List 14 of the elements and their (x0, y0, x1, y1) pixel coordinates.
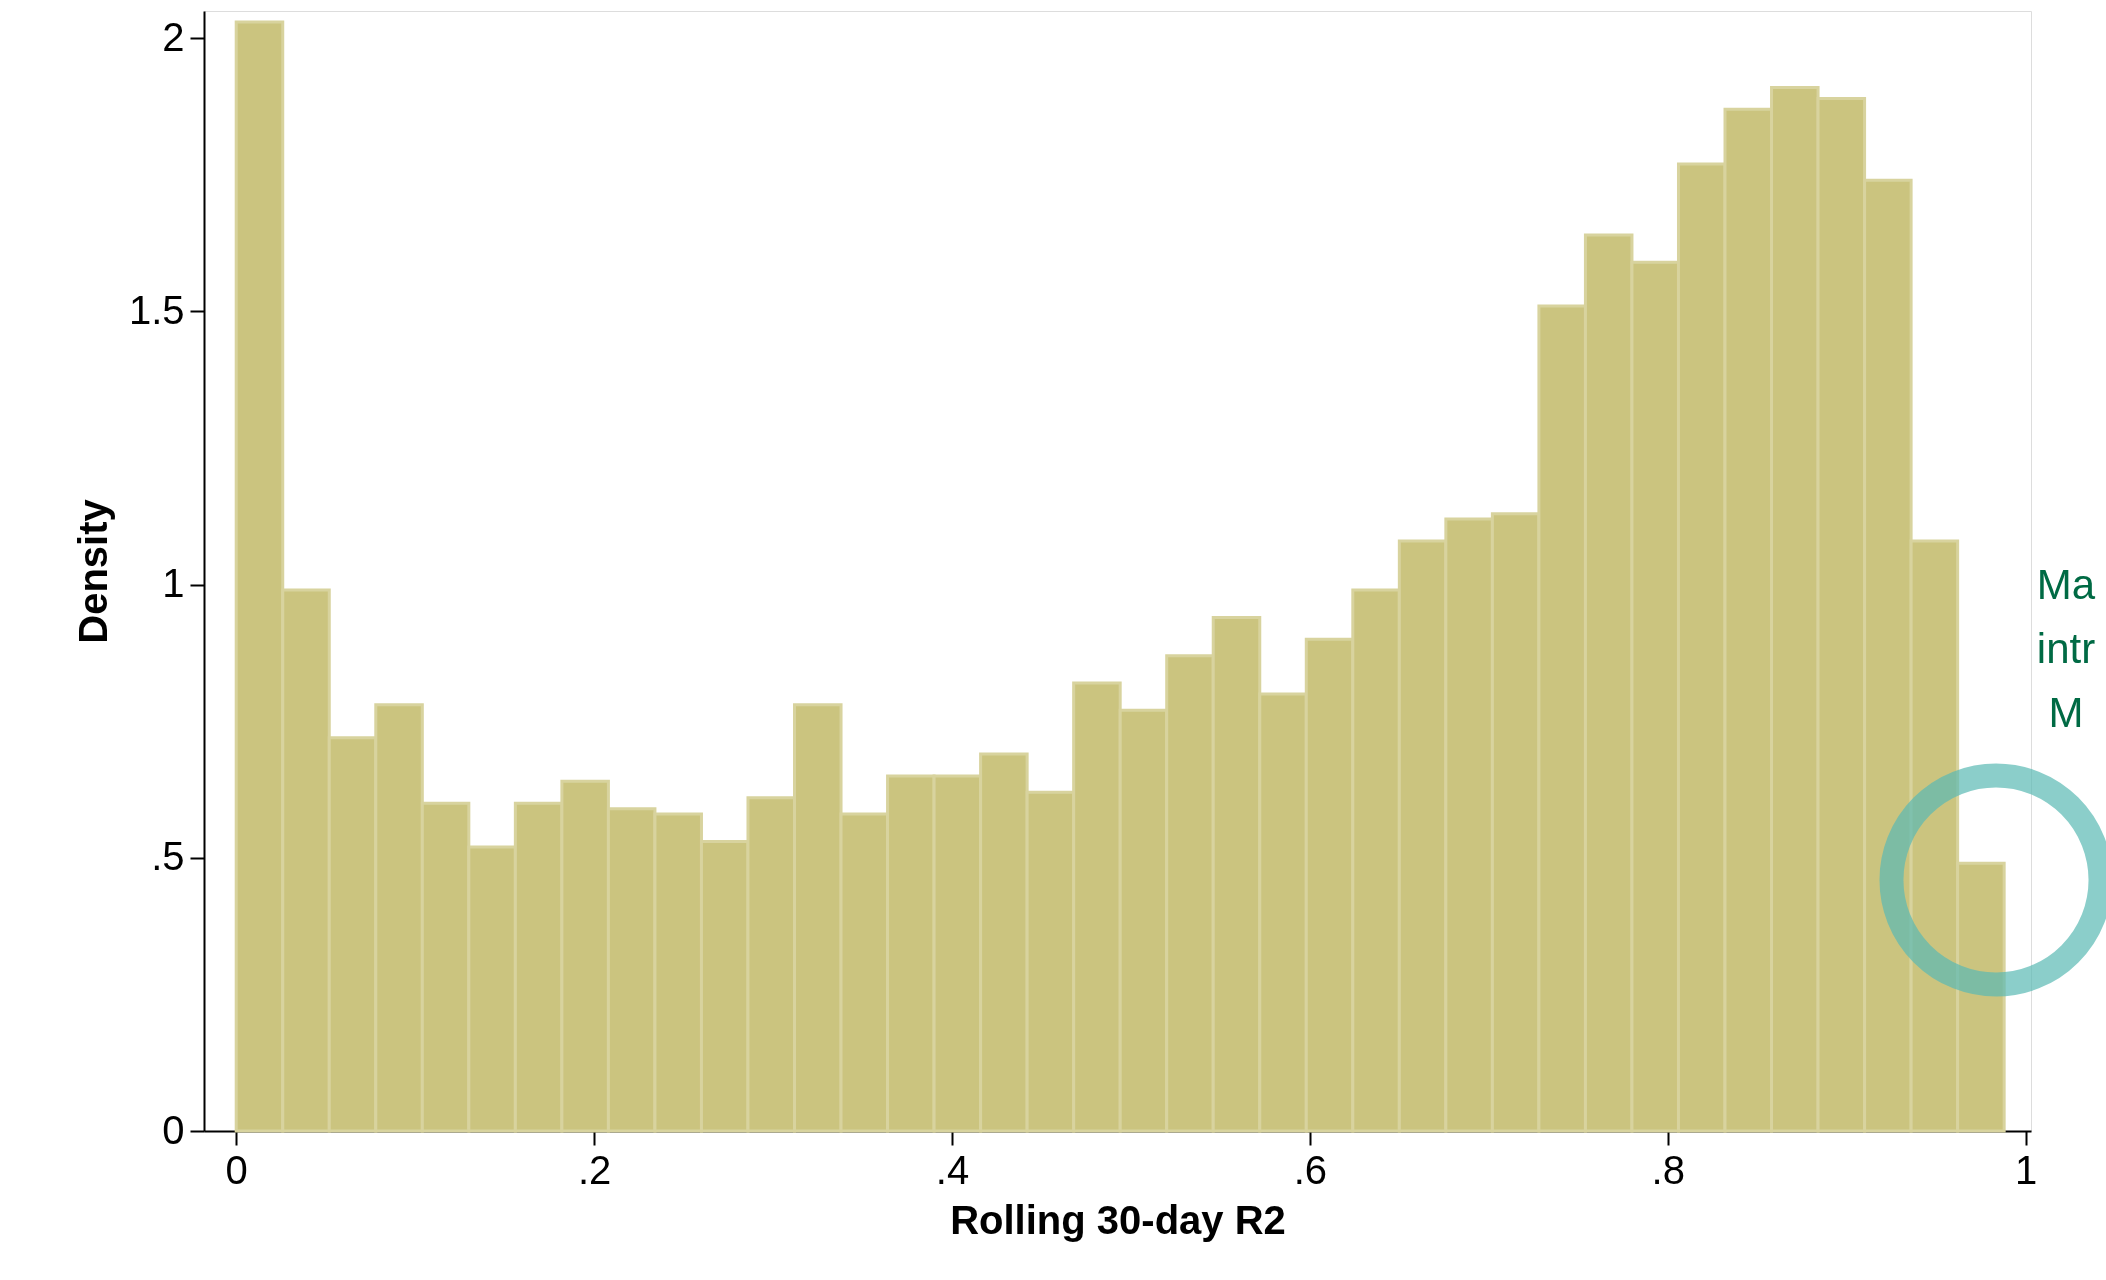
x-tick-label: 0 (225, 1147, 248, 1192)
y-tick-label: 2 (162, 14, 185, 59)
y-tick-label: 1 (162, 561, 185, 606)
y-tick-label: 1.5 (128, 287, 185, 332)
y-tick-label: 0 (162, 1107, 185, 1152)
x-tick-label: 1 (2015, 1147, 2038, 1192)
y-tick-label: .5 (151, 834, 185, 879)
x-tick-label: .2 (577, 1147, 612, 1192)
x-tick-label: .4 (935, 1147, 970, 1192)
x-tick-label: .6 (1293, 1147, 1328, 1192)
x-tick-label: .8 (1651, 1147, 1685, 1192)
x-axis-title: Rolling 30-day R2 (950, 1197, 1286, 1242)
y-axis-title: Density (70, 498, 115, 644)
text: Ma intr M (2036, 561, 2096, 736)
